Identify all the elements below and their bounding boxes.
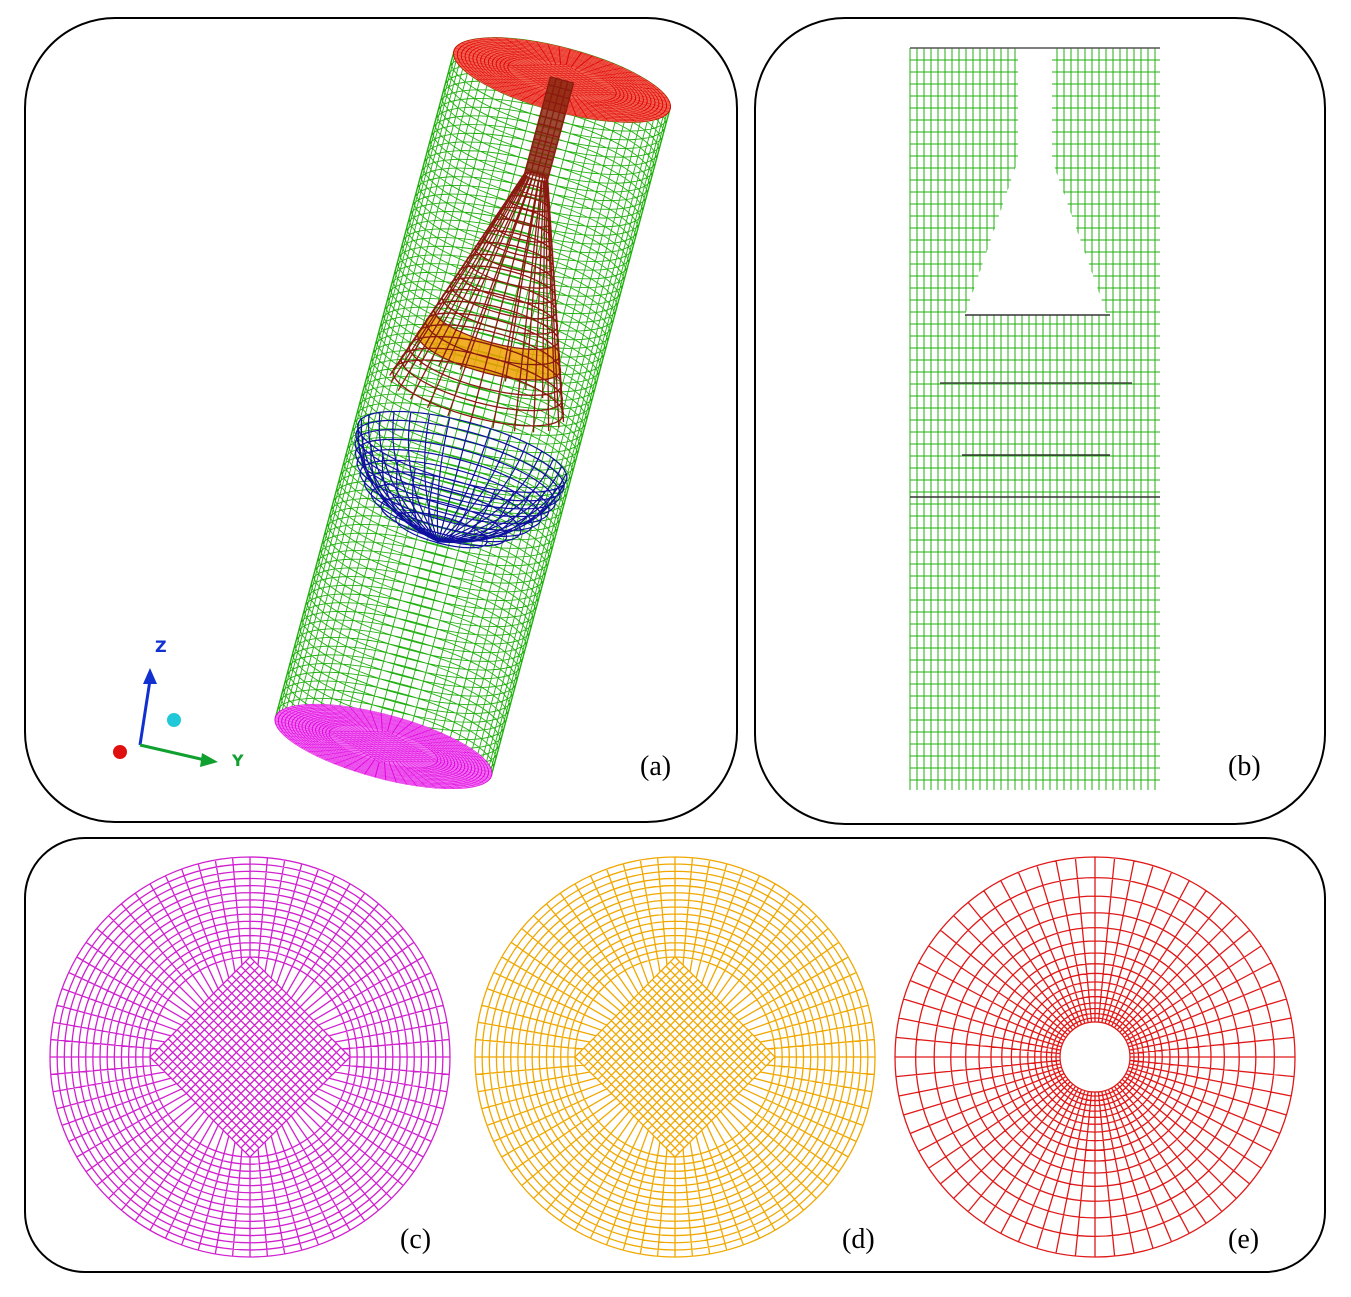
panel-bottom-frame [24,837,1326,1273]
z-arrow [138,679,152,746]
origin-dot [167,713,181,727]
panel-a [274,37,671,790]
mesh [274,703,493,790]
panel-label: (c) [400,1224,431,1255]
x-axis [113,745,127,759]
cylinder [274,37,671,790]
y-arrow [139,743,206,762]
hollow [965,48,1107,315]
bottom-cap [274,703,493,790]
panel-label: (b) [1228,751,1261,782]
y-head [200,753,218,767]
panel-label: (d) [842,1224,875,1255]
z-head [143,668,157,684]
panel-label: (a) [640,751,671,782]
cone-mesh [389,76,575,433]
mesh [49,856,451,1258]
mesh [894,856,1296,1258]
panel-a-frame [24,17,738,823]
axis-triad: Z Y [113,637,244,770]
panel-b-frame [754,17,1326,825]
z-label: Z [155,637,167,656]
panel-b [909,47,1160,790]
y-label: Y [231,751,244,770]
panel-c [49,856,1296,1258]
mesh [474,856,876,1258]
panel-label: (e) [1228,1224,1259,1255]
dome-mesh [354,410,568,549]
